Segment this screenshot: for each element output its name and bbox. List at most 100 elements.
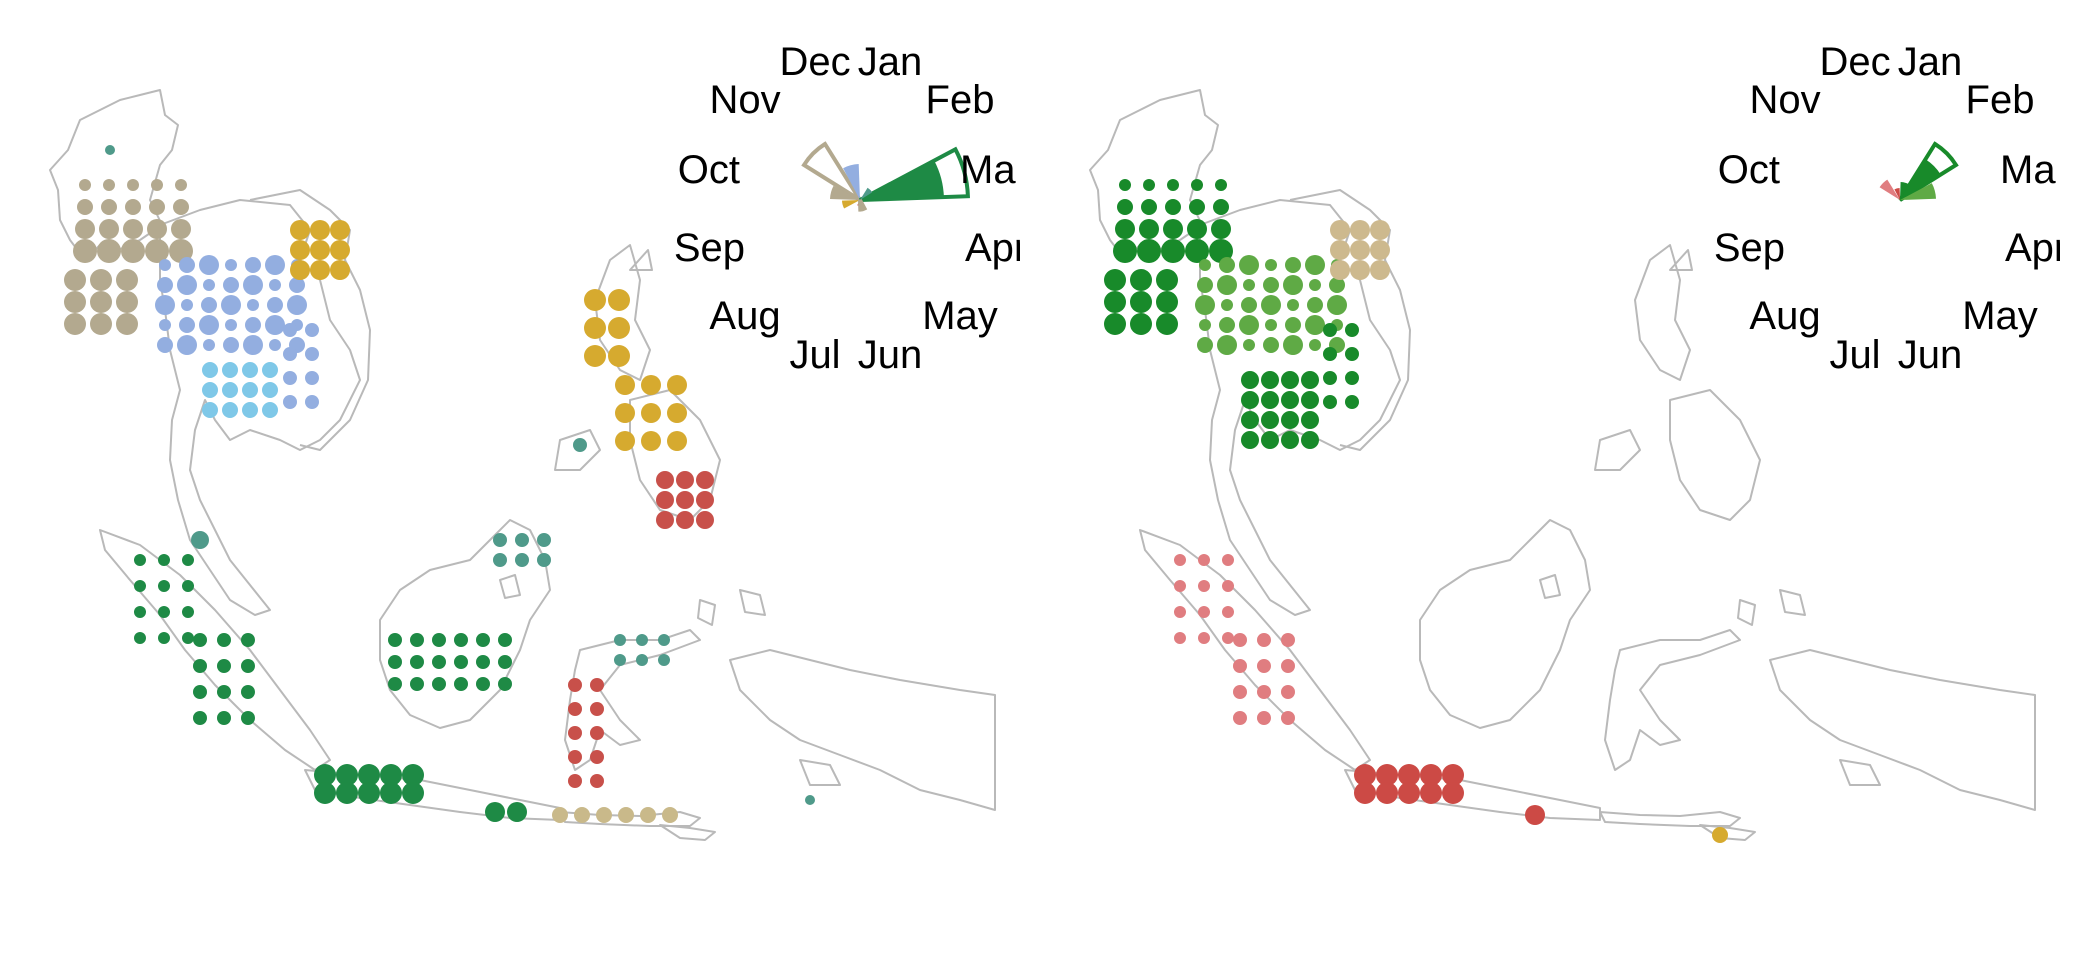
right-myanmar-south-dot bbox=[1104, 291, 1126, 313]
left-thailand-dot bbox=[289, 277, 305, 293]
right-java-dot bbox=[1354, 782, 1376, 804]
left-thailand-dot bbox=[247, 299, 259, 311]
right-thailand-dot bbox=[1199, 319, 1211, 331]
right-label-nov: Nov bbox=[1749, 78, 1820, 122]
left-laos-dot bbox=[330, 260, 350, 280]
right-myanmar-dot bbox=[1161, 239, 1185, 263]
right-sumatra-north-dot bbox=[1198, 580, 1210, 592]
right-thailand-dot bbox=[1307, 297, 1323, 313]
right-vietnam-dot bbox=[1323, 371, 1337, 385]
left-thailand-dot bbox=[245, 257, 261, 273]
left-borneo-dot bbox=[454, 633, 468, 647]
left-borneo-dot bbox=[476, 677, 490, 691]
left-scatter-dot bbox=[573, 438, 587, 452]
right-thailand-dot bbox=[1263, 337, 1279, 353]
right-vietnam-dot bbox=[1323, 323, 1337, 337]
right-cambodia-dot bbox=[1261, 411, 1279, 429]
left-sunda-dot bbox=[662, 807, 678, 823]
left-sumatra-north-dot bbox=[158, 554, 170, 566]
right-thailand-dot bbox=[1195, 295, 1215, 315]
left-thailand-dot bbox=[269, 339, 281, 351]
left-borneo-dot bbox=[410, 677, 424, 691]
left-sulawesi-north-dot bbox=[658, 634, 670, 646]
right-java-east-dot bbox=[1525, 805, 1545, 825]
right-label-jul: Jul bbox=[1829, 333, 1880, 377]
left-sumatra-north-dot bbox=[182, 632, 194, 644]
left-luzon-dot bbox=[608, 345, 630, 367]
right-myanmar-south-dot bbox=[1156, 291, 1178, 313]
left-thailand-dot bbox=[199, 255, 219, 275]
left-thailand-dot bbox=[243, 275, 263, 295]
right-label-apr: Apr bbox=[2005, 226, 2067, 270]
left-visayas-dot bbox=[641, 375, 661, 395]
left-rose-wedge-mar bbox=[860, 160, 944, 200]
right-map bbox=[1089, 89, 2036, 843]
right-rose-wedge-jan bbox=[1900, 182, 1909, 200]
right-myanmar-dot bbox=[1165, 199, 1181, 215]
left-thailand-dot bbox=[203, 339, 215, 351]
left-cambodia-dot bbox=[222, 382, 238, 398]
right-thailand-dot bbox=[1283, 335, 1303, 355]
right-java-dot bbox=[1398, 764, 1420, 786]
left-myanmar-dot bbox=[75, 219, 95, 239]
left-mindanao-dot bbox=[656, 491, 674, 509]
left-sulawesi-north-dot bbox=[614, 634, 626, 646]
left-borneo-dot bbox=[498, 677, 512, 691]
left-rose-wedge-oct bbox=[830, 185, 860, 200]
left-sumatra-north-dot bbox=[158, 606, 170, 618]
right-thailand-dot bbox=[1263, 277, 1279, 293]
right-label-dec: Dec bbox=[1819, 40, 1890, 84]
left-java-west-dot bbox=[380, 782, 402, 804]
right-laos-dot bbox=[1370, 240, 1390, 260]
left-laos-dot bbox=[310, 220, 330, 240]
right-thailand-dot bbox=[1261, 295, 1281, 315]
right-sumatra-north-dot bbox=[1222, 580, 1234, 592]
right-sumatra-north-dot bbox=[1174, 632, 1186, 644]
left-borneo-dot bbox=[454, 655, 468, 669]
left-sumatra-north-dot bbox=[182, 606, 194, 618]
right-myanmar-dot bbox=[1211, 219, 1231, 239]
left-java-west-dot bbox=[402, 782, 424, 804]
right-month-rose: Dec Jan Feb Ma Apr May Jun Jul Aug Sep O… bbox=[1714, 40, 2067, 377]
left-sabah-dot bbox=[537, 553, 551, 567]
right-sumatra-south-dot bbox=[1257, 685, 1271, 699]
right-java-dot bbox=[1376, 782, 1398, 804]
right-rose-wedge-mar bbox=[1900, 183, 1936, 200]
left-laos-dot bbox=[310, 240, 330, 260]
left-myanmar-south-dot bbox=[90, 269, 112, 291]
left-sulawesi-north-dot bbox=[636, 654, 648, 666]
left-vietnam-dot bbox=[283, 395, 297, 409]
left-label-sep: Sep bbox=[674, 226, 745, 270]
right-cambodia-dot bbox=[1261, 371, 1279, 389]
left-thailand-dot bbox=[159, 259, 171, 271]
left-label-feb: Feb bbox=[926, 78, 995, 122]
left-borneo-dot bbox=[476, 655, 490, 669]
left-borneo-dot bbox=[454, 677, 468, 691]
left-visayas-dot bbox=[667, 431, 687, 451]
right-laos-dot bbox=[1330, 220, 1350, 240]
left-luzon-dot bbox=[584, 289, 606, 311]
left-sulawesi-north-dot bbox=[636, 634, 648, 646]
left-rose-wedges bbox=[801, 141, 970, 212]
left-sulawesi-dot bbox=[590, 702, 604, 716]
right-cambodia-dot bbox=[1241, 371, 1259, 389]
right-myanmar-south-dot bbox=[1130, 313, 1152, 335]
left-visayas-dot bbox=[667, 375, 687, 395]
left-sumatra-south-dot bbox=[217, 659, 231, 673]
right-sumatra-south-dot bbox=[1257, 659, 1271, 673]
left-myanmar-south-dot bbox=[64, 291, 86, 313]
left-sulawesi-dot bbox=[568, 774, 582, 788]
right-sumatra-south-dot bbox=[1257, 711, 1271, 725]
left-sumatra-south-dot bbox=[241, 659, 255, 673]
right-myanmar-dot bbox=[1113, 239, 1137, 263]
right-thailand-dot bbox=[1199, 259, 1211, 271]
left-mindanao-dot bbox=[656, 511, 674, 529]
right-vietnam-dot bbox=[1345, 395, 1359, 409]
left-sumatra-south-dot bbox=[217, 685, 231, 699]
right-laos-dot bbox=[1370, 260, 1390, 280]
left-myanmar-dot bbox=[79, 179, 91, 191]
right-cambodia-dot bbox=[1281, 411, 1299, 429]
left-rose-wedge-mar bbox=[859, 146, 970, 202]
left-sabah-dot bbox=[537, 533, 551, 547]
right-vietnam-dot bbox=[1345, 323, 1359, 337]
